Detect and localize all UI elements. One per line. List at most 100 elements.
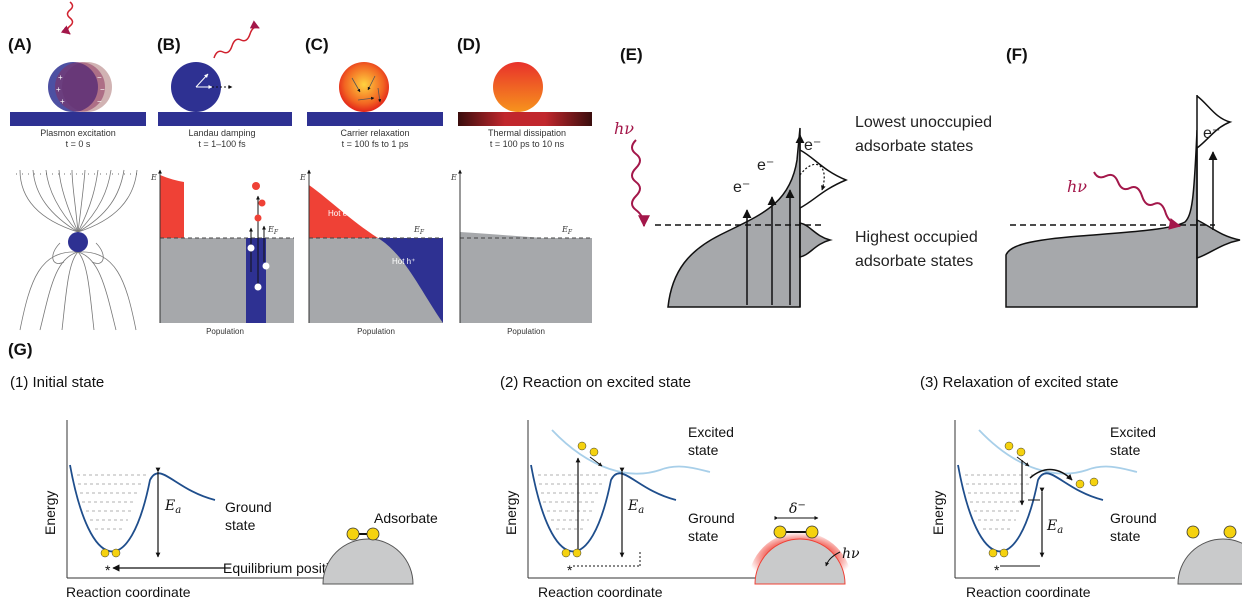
nanoparticle-field (68, 232, 88, 252)
caption-d-title: Thermal dissipation (488, 128, 566, 138)
photon-label: hν (614, 119, 634, 138)
population-label: Population (357, 327, 395, 336)
photon-label: hν (842, 546, 860, 562)
ground-state-label: Ground (225, 499, 272, 515)
svg-text:EF: EF (413, 225, 425, 236)
metal-particle (1177, 538, 1242, 585)
hot-hole-label: Hot h⁺ (392, 257, 415, 266)
svg-text:−: − (97, 97, 102, 106)
homo-label: Highest occupied (855, 229, 978, 246)
svg-text:Energy: Energy (930, 491, 946, 535)
panel-label-a: (A) (8, 35, 32, 54)
lumo-peak (1196, 95, 1233, 149)
hot-electron-dot (252, 182, 260, 190)
panel-a: + + + − − − Plasmon excitation t = 0 s (10, 1, 146, 331)
heated-substrate (458, 112, 592, 126)
electron-label: e⁻ (733, 179, 750, 196)
svg-text:adsorbate states: adsorbate states (855, 253, 973, 270)
field-lines (19, 169, 138, 331)
svg-text:*: * (567, 562, 573, 578)
panel-g: (1) Initial state (2) Reaction on excite… (10, 374, 1242, 600)
svg-text:adsorbate states: adsorbate states (855, 138, 973, 155)
caption-a-title: Plasmon excitation (40, 128, 116, 138)
emitted-photon-icon (213, 20, 260, 59)
energy-axis-label: E (299, 173, 306, 182)
hot-electron-label: Hot e⁻ (328, 209, 351, 218)
electron-label: e⁻ (1203, 125, 1220, 142)
svg-text:Energy: Energy (503, 491, 519, 535)
energy-axis-label: Energy (42, 491, 58, 535)
ground-state-curve (957, 464, 1104, 553)
energy-axis-label: E (450, 173, 457, 182)
photon-label: hν (1067, 177, 1087, 196)
svg-text:EF: EF (561, 225, 573, 236)
panel-label-d: (D) (457, 35, 481, 54)
svg-text:state: state (688, 442, 719, 458)
excited-state-curve (978, 429, 1138, 475)
panel-b: Landau damping t = 1–100 fs E EF Populat… (150, 20, 294, 336)
svg-text:state: state (225, 517, 256, 533)
svg-text:Excited: Excited (1110, 424, 1156, 440)
metal-particle (754, 538, 846, 585)
metal-dos (667, 127, 801, 308)
metal-particle (322, 538, 414, 585)
metal-substrate (158, 112, 292, 126)
hot-hole-region (378, 238, 443, 323)
svg-text:Reaction coordinate: Reaction coordinate (966, 584, 1091, 600)
step-2-diagram: Energy Reaction coordinate Ea * Excited … (503, 420, 860, 600)
panel-e: hν e⁻ e⁻ e⁻ Lowest unoccupied adsorbate … (614, 114, 992, 308)
caption-b-time: t = 1–100 fs (198, 139, 246, 149)
ground-state-curve (69, 464, 216, 553)
svg-text:e⁻: e⁻ (804, 137, 821, 154)
excited-state-curve (551, 429, 711, 475)
energy-axis-label: E (150, 173, 157, 182)
caption-a-time: t = 0 s (66, 139, 91, 149)
hole-dot (247, 244, 255, 252)
occupied-states (460, 238, 592, 323)
dissociated-atom (1186, 525, 1200, 539)
hot-electron-region (160, 175, 184, 238)
svg-text:state: state (1110, 528, 1141, 544)
photon-wave-icon (1093, 171, 1182, 230)
homo-peak (1196, 218, 1241, 260)
adsorbate-label: Adsorbate (374, 510, 438, 526)
metal-substrate (10, 112, 146, 126)
equilibrium-marker: * (105, 562, 111, 578)
excited-state-label: Excited (688, 424, 734, 440)
svg-text:−: − (100, 85, 105, 94)
panel-f: hν e⁻ (1005, 95, 1241, 308)
caption-b-title: Landau damping (188, 128, 255, 138)
activation-energy-label: Ea (164, 498, 181, 516)
delta-label: δ− (789, 500, 806, 517)
svg-text:state: state (1110, 442, 1141, 458)
population-label: Population (507, 327, 545, 336)
svg-text:Reaction coordinate: Reaction coordinate (538, 584, 663, 600)
panel-label-c: (C) (305, 35, 329, 54)
fermi-label: EF (267, 225, 279, 236)
ground-state-curve (530, 464, 677, 553)
reaction-coordinate-label: Reaction coordinate (66, 584, 191, 600)
caption-d-time: t = 100 ps to 10 ns (490, 139, 565, 149)
caption-c-time: t = 100 fs to 1 ps (342, 139, 409, 149)
panel-d: Thermal dissipation t = 100 ps to 10 ns … (450, 62, 592, 336)
occupied-states (160, 238, 294, 323)
svg-text:Ea: Ea (1046, 518, 1063, 536)
lumo-label: Lowest unoccupied (855, 114, 992, 131)
caption-c-title: Carrier relaxation (340, 128, 409, 138)
lumo-peak (799, 149, 848, 209)
population-label: Population (206, 327, 244, 336)
step-1-title: (1) Initial state (10, 374, 104, 391)
svg-text:+: + (56, 85, 61, 94)
svg-text:Ground: Ground (1110, 510, 1157, 526)
svg-text:+: + (60, 97, 65, 106)
step-2-title: (2) Reaction on excited state (500, 374, 691, 391)
svg-text:*: * (994, 562, 1000, 578)
panel-c: Carrier relaxation t = 100 fs to 1 ps E … (299, 62, 443, 336)
panel-label-b: (B) (157, 35, 181, 54)
photon-wave-icon (60, 1, 74, 35)
svg-text:e⁻: e⁻ (757, 157, 774, 174)
step-3-title: (3) Relaxation of excited state (920, 374, 1118, 391)
svg-text:state: state (688, 528, 719, 544)
metal-dos (1005, 129, 1198, 308)
